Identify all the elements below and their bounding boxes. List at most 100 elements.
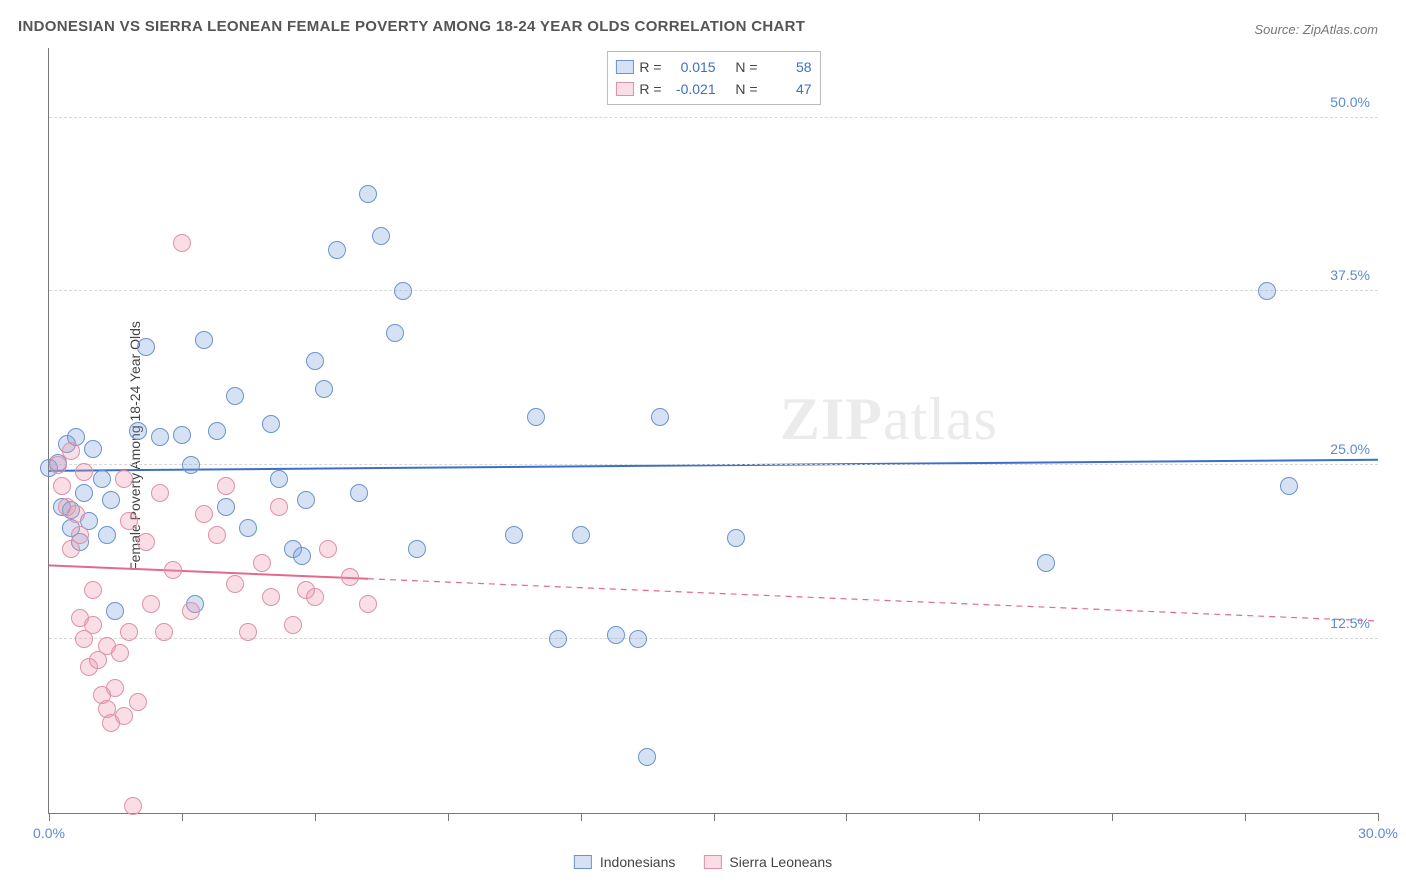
scatter-point — [386, 324, 404, 342]
scatter-point — [151, 484, 169, 502]
x-tick — [49, 813, 50, 821]
scatter-point — [106, 679, 124, 697]
chart-title: INDONESIAN VS SIERRA LEONEAN FEMALE POVE… — [18, 18, 805, 35]
scatter-point — [111, 644, 129, 662]
scatter-point — [67, 505, 85, 523]
scatter-point — [319, 540, 337, 558]
scatter-point — [173, 234, 191, 252]
legend-item: Sierra Leoneans — [703, 854, 832, 870]
scatter-point — [226, 387, 244, 405]
plot-area: ZIPatlas R =0.015 N =58R =-0.021 N =47 1… — [48, 48, 1378, 814]
trend-lines — [49, 48, 1378, 813]
x-tick — [714, 813, 715, 821]
legend-swatch — [574, 855, 592, 869]
scatter-point — [129, 693, 147, 711]
scatter-point — [62, 442, 80, 460]
scatter-point — [727, 529, 745, 547]
legend-label: Sierra Leoneans — [729, 854, 832, 870]
x-tick — [1112, 813, 1113, 821]
gridline — [49, 117, 1378, 118]
scatter-point — [75, 484, 93, 502]
x-tick-label: 0.0% — [33, 825, 65, 841]
scatter-point — [217, 498, 235, 516]
gridline — [49, 290, 1378, 291]
scatter-point — [253, 554, 271, 572]
scatter-point — [155, 623, 173, 641]
stat-r-value: 0.015 — [668, 56, 716, 78]
bottom-legend: Indonesians Sierra Leoneans — [574, 854, 832, 870]
scatter-point — [195, 505, 213, 523]
scatter-point — [137, 338, 155, 356]
scatter-point — [120, 512, 138, 530]
scatter-point — [505, 526, 523, 544]
scatter-point — [262, 588, 280, 606]
scatter-point — [217, 477, 235, 495]
scatter-point — [328, 241, 346, 259]
scatter-point — [350, 484, 368, 502]
scatter-point — [306, 588, 324, 606]
x-tick — [581, 813, 582, 821]
scatter-point — [408, 540, 426, 558]
x-tick — [1245, 813, 1246, 821]
scatter-point — [93, 470, 111, 488]
legend-swatch — [615, 60, 633, 74]
watermark-rest: atlas — [883, 386, 998, 452]
stat-n-label: N = — [735, 56, 757, 78]
scatter-point — [306, 352, 324, 370]
scatter-point — [53, 477, 71, 495]
x-tick — [979, 813, 980, 821]
scatter-point — [651, 408, 669, 426]
scatter-point — [607, 626, 625, 644]
scatter-point — [372, 227, 390, 245]
scatter-point — [1258, 282, 1276, 300]
scatter-point — [84, 581, 102, 599]
scatter-point — [142, 595, 160, 613]
scatter-point — [115, 707, 133, 725]
scatter-point — [208, 526, 226, 544]
scatter-point — [629, 630, 647, 648]
y-tick-label: 12.5% — [1330, 615, 1370, 631]
scatter-point — [359, 595, 377, 613]
scatter-point — [195, 331, 213, 349]
scatter-point — [270, 498, 288, 516]
x-tick-label: 30.0% — [1358, 825, 1398, 841]
scatter-point — [226, 575, 244, 593]
stat-r-label: R = — [639, 56, 661, 78]
scatter-point — [173, 426, 191, 444]
scatter-point — [284, 616, 302, 634]
scatter-point — [549, 630, 567, 648]
stat-n-value: 47 — [764, 78, 812, 100]
scatter-point — [239, 519, 257, 537]
scatter-point — [124, 797, 142, 815]
scatter-point — [84, 616, 102, 634]
scatter-point — [315, 380, 333, 398]
stat-r-value: -0.021 — [668, 78, 716, 100]
scatter-point — [120, 623, 138, 641]
source-attribution: Source: ZipAtlas.com — [1254, 22, 1378, 37]
scatter-point — [359, 185, 377, 203]
y-tick-label: 37.5% — [1330, 267, 1370, 283]
scatter-point — [208, 422, 226, 440]
stats-row: R =-0.021 N =47 — [615, 78, 811, 100]
scatter-point — [71, 526, 89, 544]
scatter-point — [527, 408, 545, 426]
scatter-point — [239, 623, 257, 641]
scatter-point — [75, 463, 93, 481]
watermark-bold: ZIP — [780, 386, 883, 452]
x-tick — [1378, 813, 1379, 821]
y-tick-label: 50.0% — [1330, 94, 1370, 110]
gridline — [49, 464, 1378, 465]
scatter-point — [115, 470, 133, 488]
x-tick — [846, 813, 847, 821]
scatter-point — [164, 561, 182, 579]
x-tick — [182, 813, 183, 821]
scatter-point — [182, 456, 200, 474]
scatter-point — [341, 568, 359, 586]
legend-label: Indonesians — [600, 854, 676, 870]
scatter-point — [84, 440, 102, 458]
stats-row: R =0.015 N =58 — [615, 56, 811, 78]
scatter-point — [137, 533, 155, 551]
x-tick — [448, 813, 449, 821]
stats-legend-box: R =0.015 N =58R =-0.021 N =47 — [606, 51, 820, 105]
y-tick-label: 25.0% — [1330, 441, 1370, 457]
